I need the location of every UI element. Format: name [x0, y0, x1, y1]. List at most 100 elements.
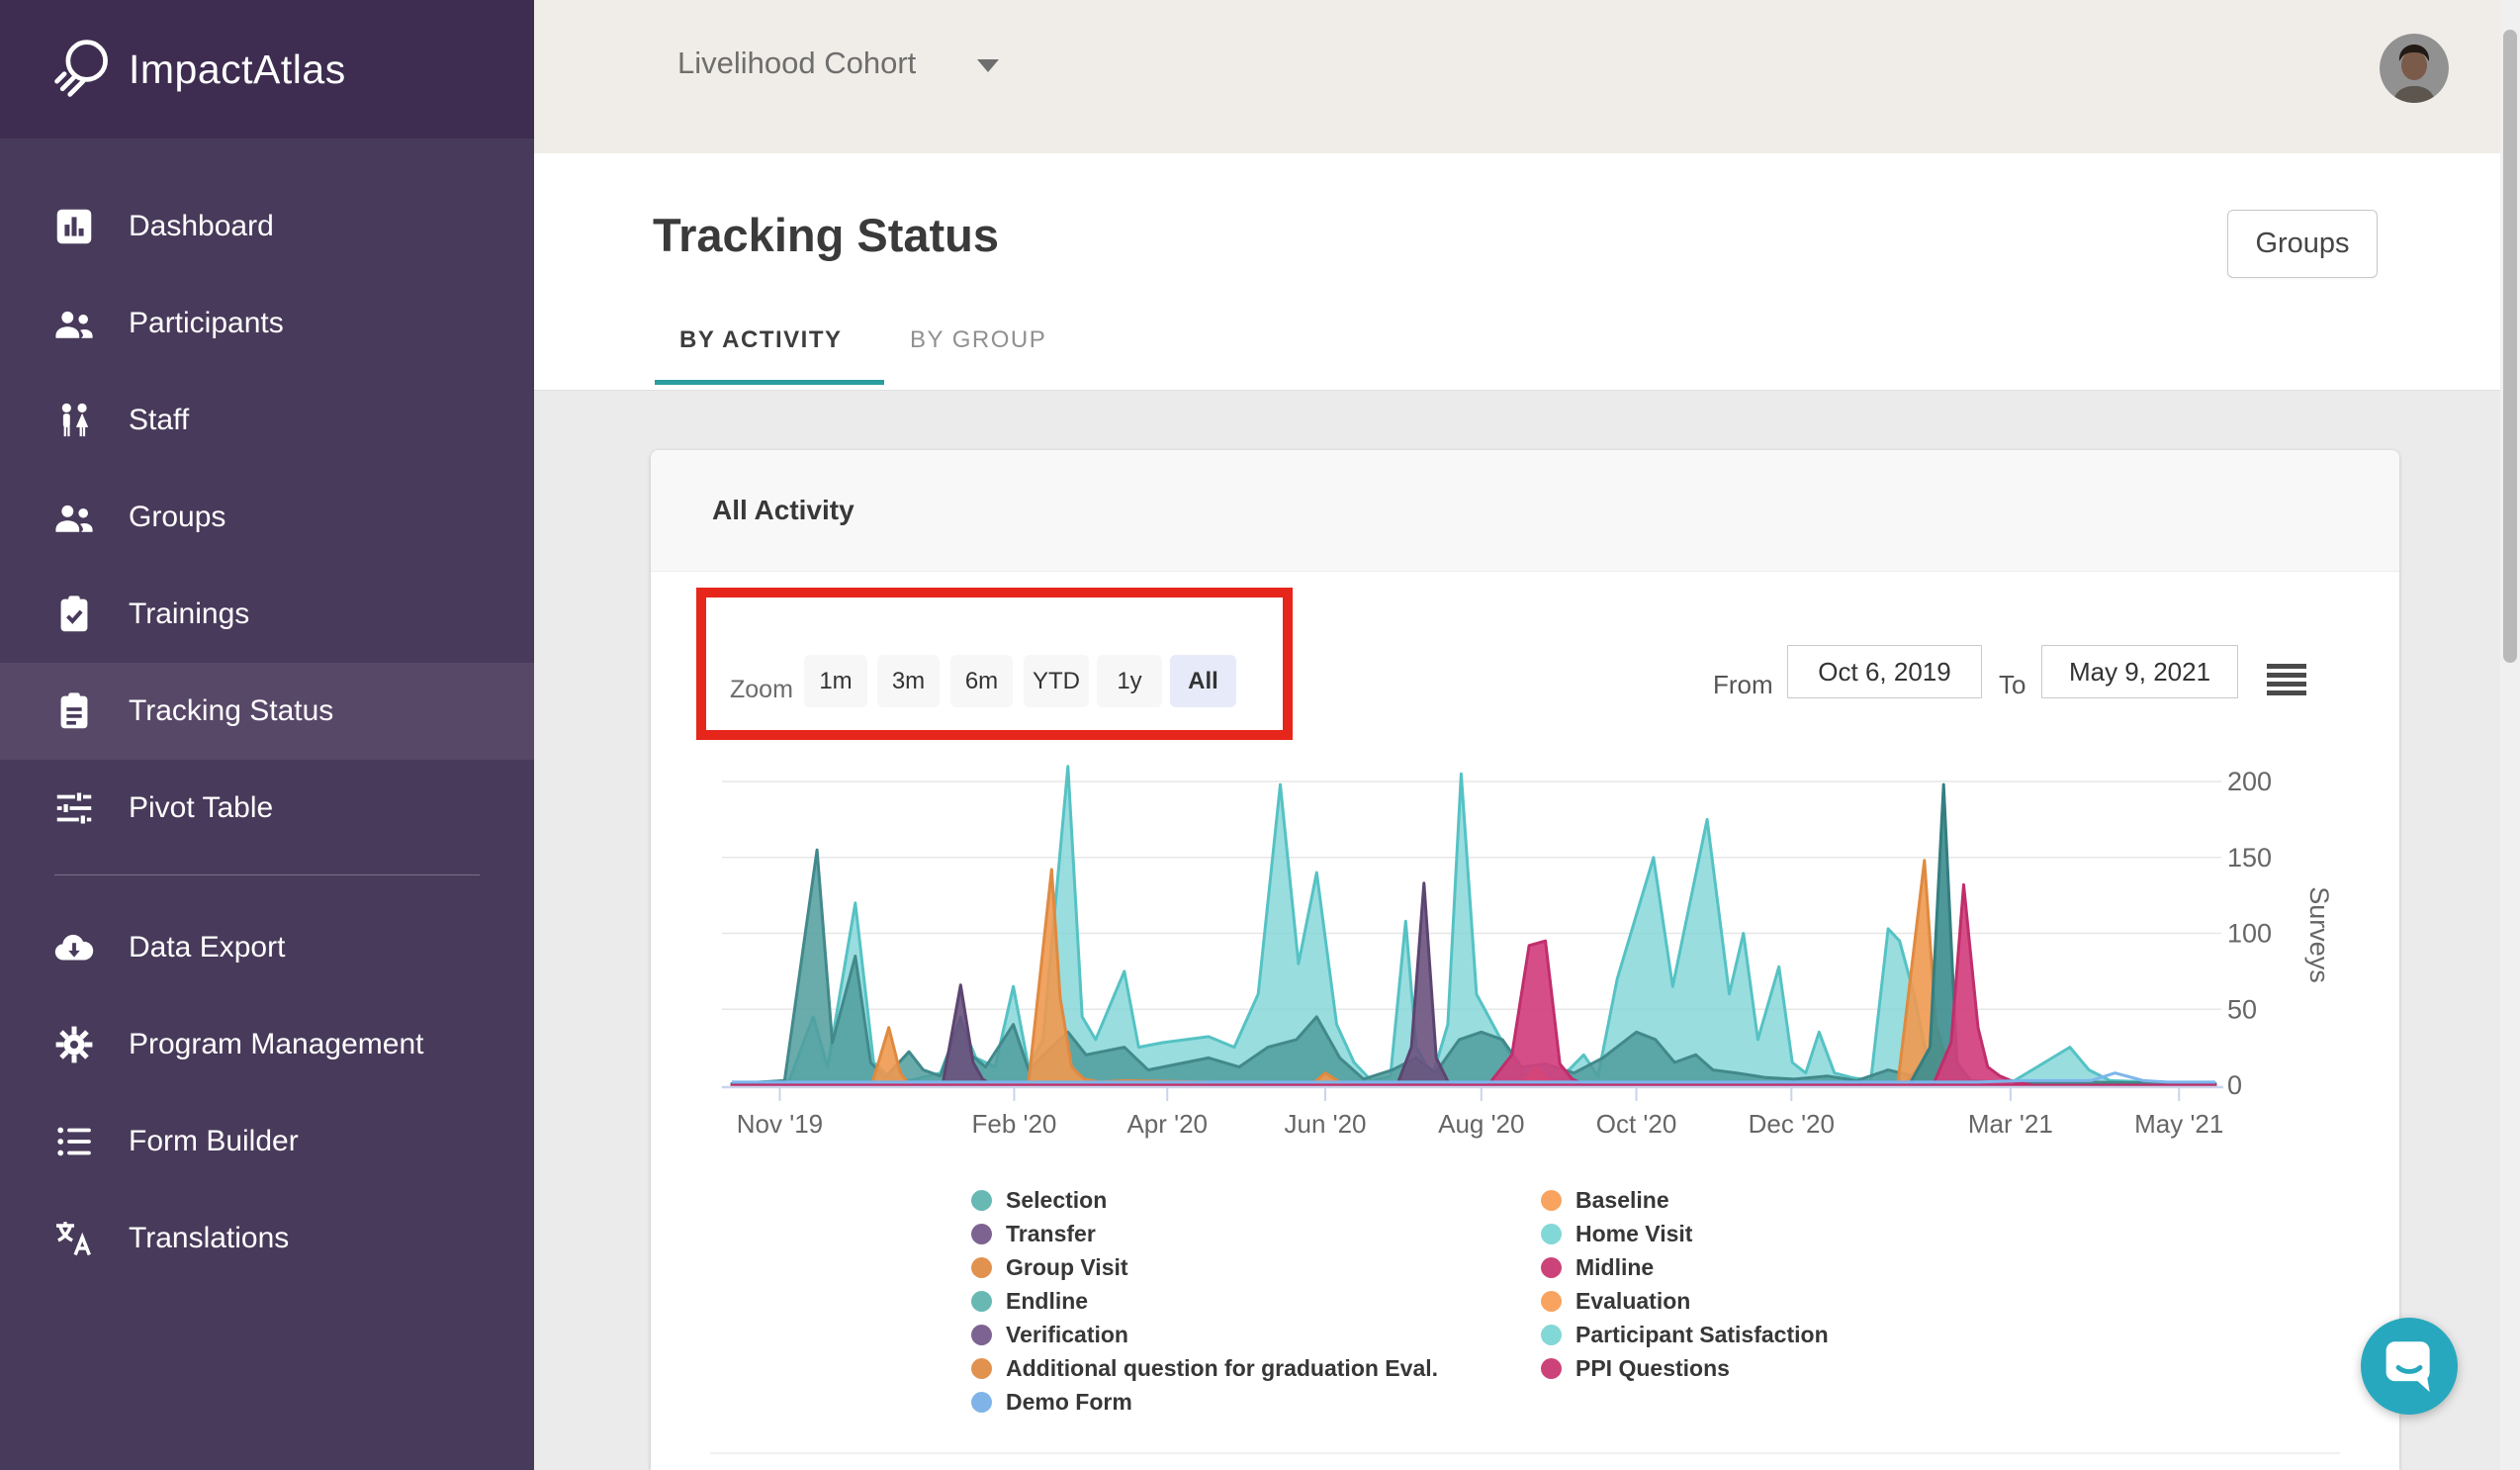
chat-button[interactable]: [2361, 1318, 2458, 1415]
from-date-input[interactable]: [1787, 645, 1982, 698]
avatar[interactable]: [2380, 34, 2449, 103]
sidebar-item-form-builder[interactable]: Form Builder: [0, 1093, 534, 1190]
chevron-down-icon: [977, 58, 1000, 72]
menu-bar: [2267, 673, 2306, 678]
legend-item[interactable]: Evaluation: [1541, 1284, 1829, 1318]
legend-item[interactable]: Verification: [971, 1318, 1438, 1351]
tab-by-group[interactable]: BY GROUP: [910, 326, 1047, 353]
cohort-selector-label: Livelihood Cohort: [677, 46, 917, 80]
sidebar-item-dashboard[interactable]: Dashboard: [0, 178, 534, 275]
legend-label: Baseline: [1575, 1186, 1669, 1213]
legend-marker-icon: [1541, 1223, 1562, 1244]
x-axis-tick-label: Feb '20: [971, 1109, 1056, 1139]
to-label: To: [1999, 670, 2026, 699]
tab-by-activity[interactable]: BY ACTIVITY: [679, 326, 843, 353]
legend-item[interactable]: Home Visit: [1541, 1217, 1829, 1250]
sidebar-item-label: Translations: [129, 1222, 290, 1254]
app-name: ImpactAtlas: [129, 46, 346, 92]
app-logo: ImpactAtlas: [0, 0, 534, 138]
y-axis-tick-label: 50: [2227, 994, 2257, 1024]
active-tab-indicator: [655, 380, 884, 385]
to-date-input[interactable]: [2041, 645, 2238, 698]
legend-label: Evaluation: [1575, 1287, 1691, 1314]
legend-label: Midline: [1575, 1253, 1655, 1280]
page-title: Tracking Status: [653, 209, 999, 261]
menu-bar: [2267, 690, 2306, 695]
legend-label: Verification: [1006, 1321, 1128, 1347]
groups-button[interactable]: Groups: [2227, 210, 2378, 278]
legend-item[interactable]: Transfer: [971, 1217, 1438, 1250]
y-axis-tick-label: 150: [2227, 843, 2272, 873]
sidebar-item-trainings[interactable]: Trainings: [0, 566, 534, 663]
y-axis-tick-label: 200: [2227, 767, 2272, 796]
legend-item[interactable]: Group Visit: [971, 1250, 1438, 1284]
sidebar-item-data-export[interactable]: Data Export: [0, 899, 534, 996]
avatar-image: [2380, 34, 2449, 103]
sidebar-item-label: Staff: [129, 404, 190, 436]
zoom-3m-button[interactable]: 3m: [877, 655, 940, 707]
from-label: From: [1713, 670, 1773, 699]
zoom-ytd-button[interactable]: YTD: [1024, 655, 1089, 707]
cohort-selector[interactable]: Livelihood Cohort: [677, 46, 1000, 81]
legend-item[interactable]: Demo Form: [971, 1385, 1438, 1419]
x-axis-tick-label: May '21: [2134, 1109, 2223, 1139]
clipboard-check-icon: [60, 596, 88, 632]
sidebar-item-label: Groups: [129, 501, 226, 533]
legend-item[interactable]: Additional question for graduation Eval.: [971, 1351, 1438, 1385]
legend-marker-icon: [971, 1324, 992, 1345]
legend-label: Demo Form: [1006, 1388, 1132, 1415]
legend-label: Additional question for graduation Eval.: [1006, 1354, 1439, 1381]
x-axis-tick-label: Aug '20: [1438, 1109, 1524, 1139]
sidebar-item-program-management[interactable]: Program Management: [0, 996, 534, 1093]
sidebar-item-pivot-table[interactable]: Pivot Table: [0, 760, 534, 857]
sidebar-item-label: Dashboard: [129, 210, 274, 242]
sidebar-item-label: Data Export: [129, 931, 286, 964]
legend-marker-icon: [1541, 1324, 1562, 1345]
x-axis-tick-label: Mar '21: [1968, 1109, 2053, 1139]
legend-item[interactable]: Baseline: [1541, 1183, 1829, 1217]
legend-marker-icon: [971, 1223, 992, 1244]
sidebar-item-participants[interactable]: Participants: [0, 275, 534, 372]
legend-marker-icon: [971, 1357, 992, 1379]
legend-label: Home Visit: [1575, 1220, 1693, 1246]
zoom-6m-button[interactable]: 6m: [950, 655, 1013, 707]
legend-marker-icon: [971, 1256, 992, 1278]
legend-item[interactable]: Midline: [1541, 1250, 1829, 1284]
zoom-1y-button[interactable]: 1y: [1097, 655, 1162, 707]
legend-label: Group Visit: [1006, 1253, 1128, 1280]
scrollbar-thumb[interactable]: [2503, 30, 2517, 663]
chart-context-menu-icon[interactable]: [2267, 664, 2306, 699]
y-axis-tick-label: 100: [2227, 919, 2272, 949]
list-icon: [57, 1127, 91, 1156]
sidebar-item-translations[interactable]: Translations: [0, 1190, 534, 1287]
sidebar-item-staff[interactable]: Staff: [0, 372, 534, 469]
tune-icon: [56, 790, 92, 826]
x-axis-tick-label: Nov '19: [737, 1109, 823, 1139]
zoom-label: Zoom: [730, 676, 793, 703]
legend-item[interactable]: Participant Satisfaction: [1541, 1318, 1829, 1351]
menu-bar: [2267, 664, 2306, 669]
sidebar-divider: [54, 874, 480, 875]
chart-legend-column-left: Selection Transfer Group Visit Endline Verif…: [971, 1183, 1438, 1419]
page-header: Tracking Status BY ACTIVITY BY GROUP Gro…: [534, 153, 2520, 391]
zoom-all-button[interactable]: All: [1170, 655, 1236, 707]
legend-item[interactable]: PPI Questions: [1541, 1351, 1829, 1385]
sidebar-item-label: Program Management: [129, 1028, 424, 1060]
sidebar-item-tracking-status[interactable]: Tracking Status: [0, 663, 534, 760]
zoom-1m-button[interactable]: 1m: [804, 655, 867, 707]
legend-item[interactable]: Endline: [971, 1284, 1438, 1318]
impactatlas-logo-icon: [54, 40, 108, 97]
top-bar: Livelihood Cohort: [534, 0, 2520, 153]
sidebar-item-label: Participants: [129, 307, 284, 339]
legend-item[interactable]: Selection: [971, 1183, 1438, 1217]
x-axis-tick-label: Apr '20: [1126, 1109, 1208, 1139]
clipboard-list-icon: [60, 692, 88, 729]
sidebar: ImpactAtlas Dashboard Participants Staff Gr…: [0, 0, 534, 1470]
legend-label: Participant Satisfaction: [1575, 1321, 1829, 1347]
legend-marker-icon: [971, 1189, 992, 1211]
legend-label: Selection: [1006, 1186, 1108, 1213]
sidebar-item-groups[interactable]: Groups: [0, 469, 534, 566]
legend-marker-icon: [1541, 1357, 1562, 1379]
activity-area-chart: 0 50 100 150 200 Nov '19 Feb '20 Apr '20 Jun '20…: [682, 727, 2403, 1152]
